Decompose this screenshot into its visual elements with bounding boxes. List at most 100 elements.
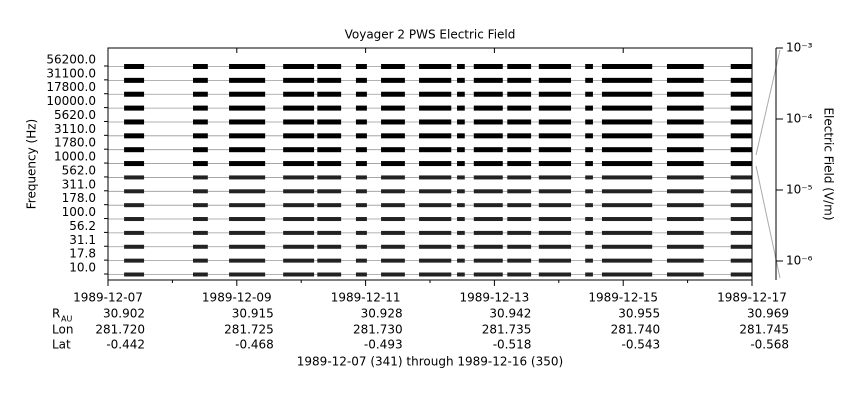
coverage-band	[473, 189, 503, 194]
coverage-band	[317, 64, 342, 69]
coverage-band	[538, 77, 572, 83]
coverage-band	[381, 272, 405, 277]
coverage-band	[666, 91, 704, 97]
coverage-band	[457, 147, 465, 153]
coverage-band	[666, 244, 704, 249]
coverage-band	[355, 77, 367, 83]
coverage-band	[419, 217, 452, 222]
coverage-band	[730, 105, 752, 111]
footer: 1989-12-07 (341) through 1989-12-16 (350…	[297, 355, 563, 369]
ephemeris-label: Lon	[52, 323, 73, 337]
coverage-band	[473, 77, 503, 83]
coverage-band	[601, 230, 653, 235]
coverage-band	[355, 217, 367, 222]
coverage-band	[457, 133, 465, 139]
y-tick-label: 5620.0	[54, 108, 96, 122]
coverage-band	[538, 203, 572, 208]
coverage-band	[283, 272, 315, 277]
coverage-band	[666, 217, 704, 222]
coverage-band	[457, 258, 465, 263]
coverage-band	[124, 230, 145, 235]
coverage-band	[538, 147, 572, 153]
coverage-band	[507, 119, 532, 125]
coverage-band	[585, 203, 593, 208]
coverage-band	[585, 217, 593, 222]
coverage-band	[585, 147, 593, 153]
coverage-band	[419, 133, 452, 139]
colorbar-tick-label: 10⁻⁴	[786, 111, 813, 125]
coverage-band	[229, 230, 266, 235]
coverage-band	[193, 91, 208, 97]
coverage-band	[730, 64, 752, 69]
coverage-band	[507, 64, 532, 69]
coverage-band	[730, 189, 752, 194]
coverage-band	[538, 230, 572, 235]
coverage-band	[601, 217, 653, 222]
coverage-band	[457, 203, 465, 208]
coverage-band	[538, 105, 572, 111]
coverage-band	[317, 175, 342, 180]
coverage-band	[355, 175, 367, 180]
coverage-band	[507, 272, 532, 277]
coverage-band	[381, 105, 405, 111]
coverage-band	[730, 119, 752, 125]
coverage-band	[419, 189, 452, 194]
coverage-band	[730, 133, 752, 139]
coverage-band	[585, 119, 593, 125]
coverage-band	[507, 230, 532, 235]
coverage-band	[419, 272, 452, 277]
coverage-band	[355, 258, 367, 263]
coverage-band	[381, 91, 405, 97]
coverage-band	[124, 147, 145, 153]
coverage-band	[538, 189, 572, 194]
coverage-band	[124, 105, 145, 111]
coverage-band	[124, 189, 145, 194]
coverage-band	[457, 77, 465, 83]
coverage-band	[666, 258, 704, 263]
coverage-band	[666, 230, 704, 235]
coverage-band	[473, 230, 503, 235]
ephemeris-label-sub: AU	[61, 315, 72, 324]
coverage-band	[601, 272, 653, 277]
coverage-band	[229, 91, 266, 97]
coverage-band	[317, 189, 342, 194]
ephemeris-value: 30.928	[361, 307, 403, 321]
coverage-band	[507, 91, 532, 97]
coverage-band	[601, 133, 653, 139]
coverage-band	[457, 119, 465, 125]
coverage-band	[283, 64, 315, 69]
coverage-band	[317, 161, 342, 167]
coverage-band	[585, 77, 593, 83]
coverage-band	[355, 161, 367, 167]
coverage-band	[419, 161, 452, 167]
coverage-band	[355, 105, 367, 111]
coverage-band	[538, 119, 572, 125]
coverage-band	[457, 217, 465, 222]
x-tick-label: 1989-12-17	[717, 291, 787, 305]
coverage-band	[473, 91, 503, 97]
coverage-band	[355, 133, 367, 139]
ephemeris-value: -0.518	[493, 338, 532, 352]
coverage-band	[538, 175, 572, 180]
coverage-band	[585, 175, 593, 180]
coverage-band	[317, 258, 342, 263]
coverage-band	[317, 230, 342, 235]
coverage-band	[355, 272, 367, 277]
coverage-band	[419, 91, 452, 97]
coverage-band	[666, 105, 704, 111]
coverage-band	[229, 189, 266, 194]
coverage-band	[473, 64, 503, 69]
coverage-band	[538, 64, 572, 69]
coverage-band	[730, 91, 752, 97]
coverage-band	[283, 161, 315, 167]
coverage-band	[317, 77, 342, 83]
coverage-band	[283, 77, 315, 83]
coverage-band	[507, 217, 532, 222]
coverage-band	[124, 77, 145, 83]
x-tick-label: 1989-12-11	[331, 291, 401, 305]
coverage-band	[585, 161, 593, 167]
coverage-band	[585, 133, 593, 139]
coverage-band	[355, 203, 367, 208]
coverage-band	[283, 189, 315, 194]
coverage-band	[193, 189, 208, 194]
